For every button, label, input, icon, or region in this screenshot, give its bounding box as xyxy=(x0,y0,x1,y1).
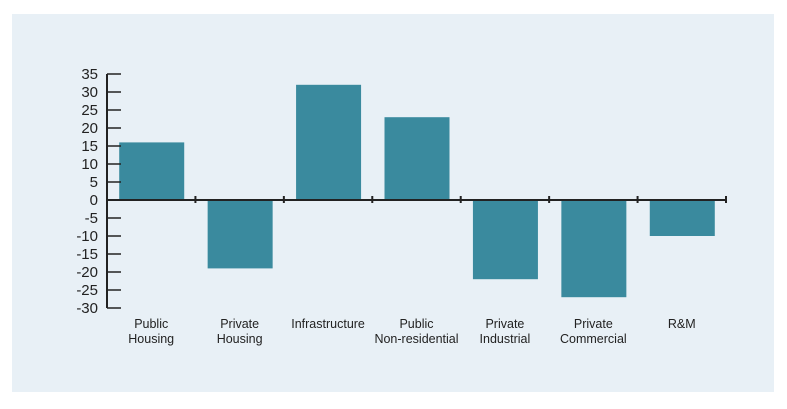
y-tick-label: -30 xyxy=(76,300,98,317)
y-tick-label: 15 xyxy=(81,138,98,155)
x-category-label: Public xyxy=(134,317,168,331)
bar-1 xyxy=(119,142,185,200)
bar-2 xyxy=(207,200,273,269)
y-tick-label: 10 xyxy=(81,156,98,173)
x-category-label: Infrastructure xyxy=(291,317,365,331)
x-category-label: Industrial xyxy=(480,332,531,346)
x-category-label: R&M xyxy=(668,317,696,331)
x-category-label: Private xyxy=(574,317,613,331)
x-category-label: Commercial xyxy=(560,332,627,346)
x-category-label: Housing xyxy=(217,332,263,346)
x-category-label: Private xyxy=(485,317,524,331)
y-tick-label: -5 xyxy=(85,210,98,227)
y-tick-label: -10 xyxy=(76,228,98,245)
bar-4 xyxy=(384,117,450,200)
y-tick-label: 0 xyxy=(90,192,98,209)
x-category-label: Non-residential xyxy=(374,332,458,346)
y-tick-label: 5 xyxy=(90,174,98,191)
y-tick-label: 35 xyxy=(81,66,98,83)
y-tick-label: 20 xyxy=(81,120,98,137)
x-category-label: Housing xyxy=(128,332,174,346)
bar-7 xyxy=(649,200,715,236)
y-tick-label: -20 xyxy=(76,264,98,281)
x-category-label: Public xyxy=(399,317,433,331)
y-tick-label: 30 xyxy=(81,84,98,101)
chart-panel xyxy=(12,14,774,392)
y-tick-label: -25 xyxy=(76,282,98,299)
y-tick-label: 25 xyxy=(81,102,98,119)
bar-5 xyxy=(472,200,538,280)
bar-6 xyxy=(561,200,627,298)
x-category-label: Private xyxy=(220,317,259,331)
y-tick-label: -15 xyxy=(76,246,98,263)
bar-3 xyxy=(296,84,362,200)
